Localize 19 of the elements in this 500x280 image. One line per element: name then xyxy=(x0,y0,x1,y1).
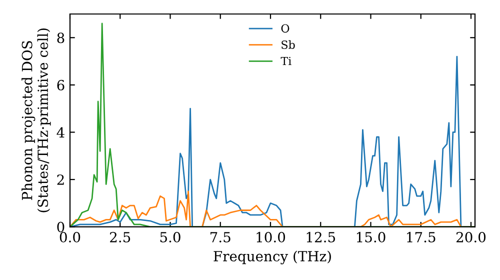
x-tick-label: 20.0 xyxy=(456,232,486,242)
x-tick-label: 12.5 xyxy=(306,232,336,242)
y-tick-label: 4 xyxy=(56,127,64,138)
y-tick-label: 0 xyxy=(57,222,64,232)
x-tick-label: 5.0 xyxy=(160,232,180,242)
legend-label: Sb xyxy=(282,40,295,49)
y-tick-label: 8 xyxy=(57,32,64,44)
x-axis-title: Frequency (THz) xyxy=(214,250,331,264)
x-tick-label: 15.0 xyxy=(356,232,386,242)
x-tick-label: 2.5 xyxy=(110,232,130,242)
y-axis-title: Phonon projected DOS (States/THz·primitive cell) xyxy=(22,28,51,212)
y-tick-label: 6 xyxy=(57,80,64,90)
legend-label: Ti xyxy=(280,56,292,66)
legend-label: O xyxy=(281,24,290,33)
x-tick-label: 0.0 xyxy=(60,232,80,242)
x-tick-label: 17.5 xyxy=(407,232,436,242)
x-tick-label: 7.5 xyxy=(210,232,230,242)
x-tick-label: 10.0 xyxy=(256,232,286,242)
y-tick-label: 2 xyxy=(57,174,64,185)
